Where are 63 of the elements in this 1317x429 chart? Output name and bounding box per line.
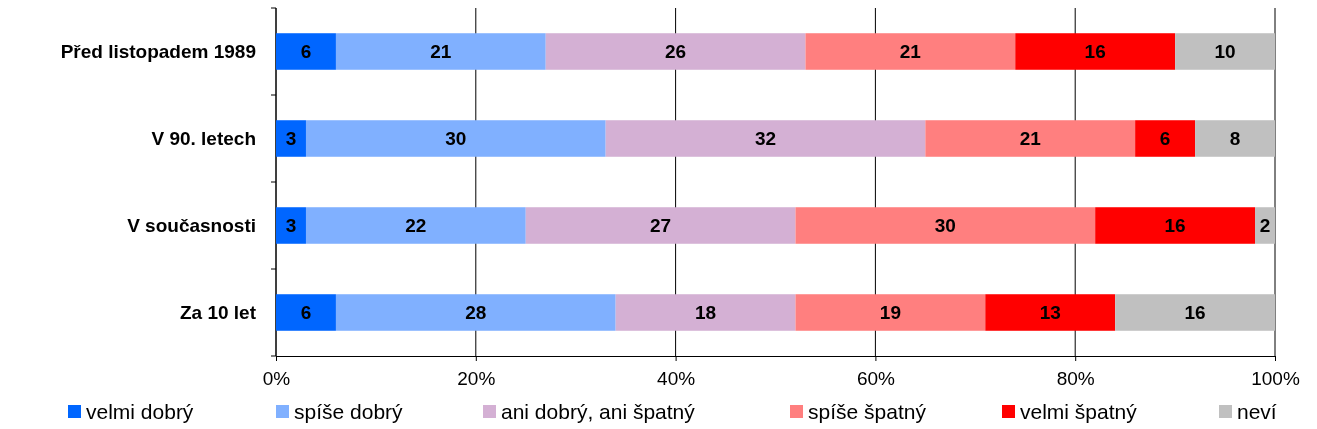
legend-label: ani dobrý, ani špatný	[501, 400, 696, 424]
bar	[276, 33, 336, 70]
data-label: 16	[1184, 302, 1206, 324]
x-tick-label: 20%	[457, 367, 496, 389]
bar	[525, 207, 796, 244]
x-tick-label: 40%	[657, 367, 696, 389]
data-label: 10	[1214, 41, 1236, 63]
data-label: 3	[285, 215, 297, 237]
data-label: 26	[665, 41, 687, 63]
bar	[305, 207, 526, 244]
bar	[276, 120, 306, 157]
x-tick-label: 80%	[1056, 367, 1095, 389]
data-label: 27	[650, 215, 672, 237]
bar	[1195, 120, 1275, 157]
data-label: 30	[445, 128, 467, 150]
x-tick-label: 60%	[856, 367, 896, 389]
bar	[1115, 294, 1275, 331]
y-tick-label: Za 10 let	[179, 302, 257, 324]
data-label: 6	[1159, 128, 1171, 150]
data-label: 21	[430, 41, 452, 63]
data-label: 3	[285, 128, 297, 150]
data-label: 18	[695, 302, 717, 324]
x-tick-label: 100%	[1251, 367, 1300, 389]
data-label: 28	[465, 302, 487, 324]
legend-label: velmi špatný	[1020, 400, 1138, 424]
legend-label: neví	[1237, 400, 1277, 424]
data-label: 32	[754, 128, 777, 150]
bar	[795, 294, 986, 331]
data-label: 6	[300, 41, 312, 63]
bar	[305, 120, 606, 157]
bar	[335, 294, 616, 331]
data-label: 2	[1259, 215, 1271, 237]
data-label: 16	[1084, 41, 1106, 63]
bar	[795, 207, 1096, 244]
data-label: 30	[934, 215, 956, 237]
bar	[1135, 120, 1196, 157]
data-label: 19	[879, 302, 901, 324]
bar	[1015, 33, 1176, 70]
legend-label: spíše špatný	[808, 400, 927, 424]
data-label: 13	[1039, 302, 1061, 324]
bar	[985, 294, 1116, 331]
bar	[545, 33, 806, 70]
bar	[925, 120, 1136, 157]
data-label: 6	[300, 302, 312, 324]
bar	[1175, 33, 1275, 70]
legend-label: velmi dobrý	[86, 400, 194, 424]
bar	[335, 33, 546, 70]
bar	[276, 207, 306, 244]
data-label: 21	[1019, 128, 1042, 150]
x-tick-label: 0%	[262, 367, 291, 389]
data-label: 22	[405, 215, 427, 237]
bar	[1095, 207, 1256, 244]
y-tick-label: Před listopadem 1989	[60, 41, 256, 63]
data-label: 16	[1164, 215, 1186, 237]
y-tick-label: V současnosti	[127, 215, 256, 237]
data-label: 21	[899, 41, 922, 63]
legend-label: spíše dobrý	[294, 400, 404, 424]
bar	[805, 33, 1016, 70]
bar	[615, 294, 796, 331]
y-tick-label: V 90. letech	[151, 128, 256, 150]
bar	[276, 294, 336, 331]
bar	[605, 120, 926, 157]
data-label: 8	[1229, 128, 1241, 150]
